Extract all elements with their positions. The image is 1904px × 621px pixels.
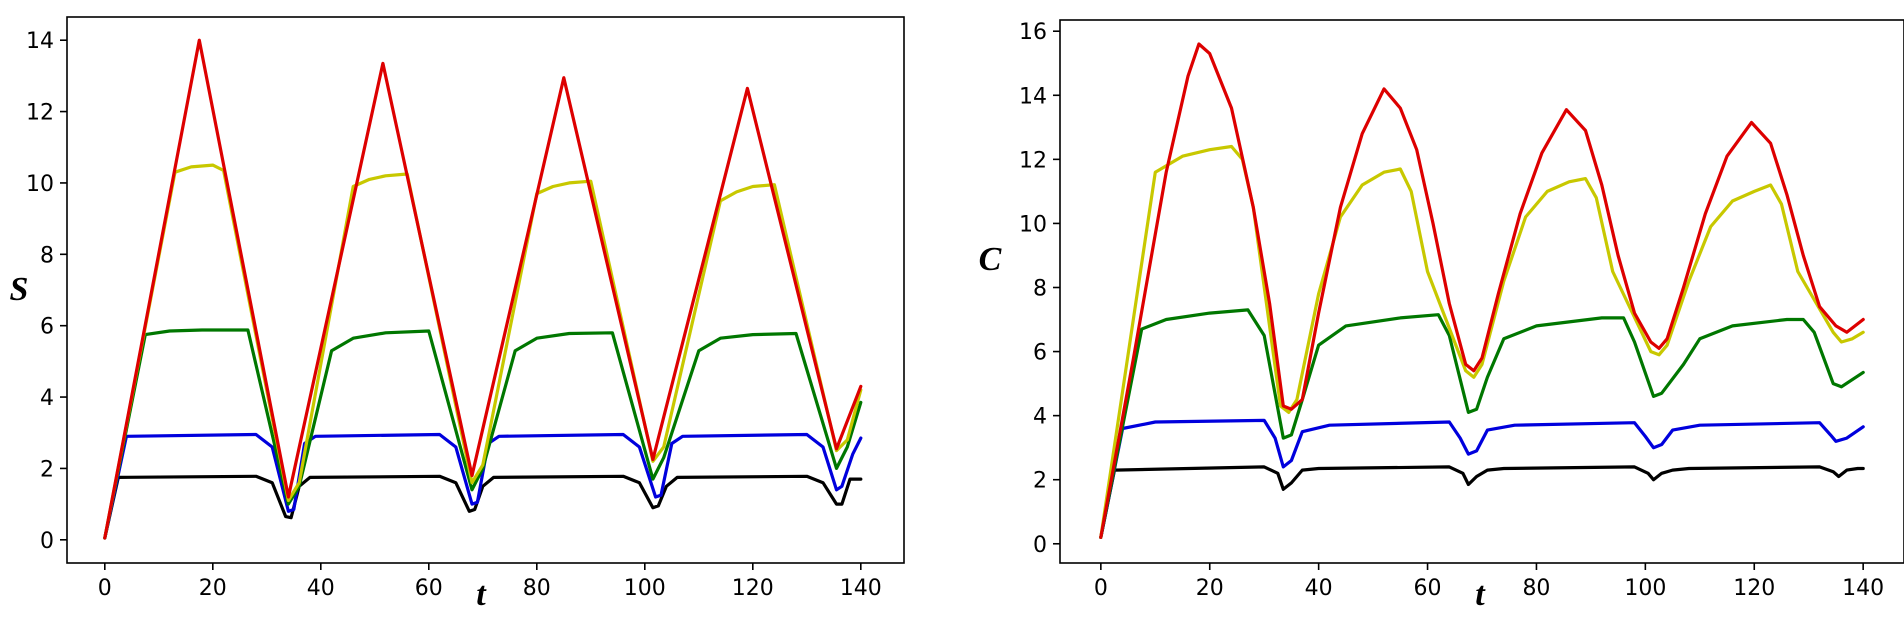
right-x-tick-label: 140 [1842, 576, 1884, 601]
left-y-tick-label: 14 [26, 29, 54, 54]
left-x-tick-label: 40 [307, 576, 335, 601]
right-plot-frame [1059, 19, 1904, 564]
right-series-lines [1099, 42, 1865, 540]
right-x-tick-label: 100 [1624, 576, 1666, 601]
left-x-tick-label: 20 [199, 576, 227, 601]
right-y-tick-label: 2 [1033, 469, 1047, 494]
left-y-tick-label: 10 [26, 172, 54, 197]
right-y-tick-label: 4 [1033, 405, 1047, 430]
left-series-black-line [103, 474, 863, 540]
left-panel-s-chart: 0 20 40 60 80 100 120 140 0 2 4 6 8 10 12 14 t S [10, 16, 905, 613]
right-panel-c-chart: 0 20 40 60 80 100 120 140 0 2 4 6 8 10 12 14 16 t C [979, 19, 1904, 613]
right-y-ticks: 0 2 4 6 8 10 12 14 16 [1019, 20, 1060, 558]
right-series-black-line [1099, 465, 1865, 540]
left-y-tick-label: 4 [40, 386, 54, 411]
right-y-tick-label: 0 [1033, 533, 1047, 558]
left-y-tick-label: 0 [40, 529, 54, 554]
left-plot-frame [66, 16, 905, 564]
right-y-tick-label: 8 [1033, 276, 1047, 301]
left-y-ticks: 0 2 4 6 8 10 12 14 [26, 29, 67, 554]
right-series-yellow-line [1099, 144, 1865, 540]
left-y-tick-label: 2 [40, 457, 54, 482]
left-y-tick-label: 6 [40, 315, 54, 340]
left-x-tick-label: 120 [732, 576, 774, 601]
right-y-axis-label: C [979, 241, 1002, 278]
right-y-tick-label: 12 [1019, 148, 1047, 173]
left-series-green-line [103, 328, 863, 540]
right-series-green-line [1099, 308, 1865, 540]
right-x-ticks: 0 20 40 60 80 100 120 140 [1094, 563, 1884, 601]
left-x-axis-label: t [476, 576, 487, 613]
right-y-tick-label: 10 [1019, 212, 1047, 237]
left-series-blue-line [103, 432, 863, 540]
right-series-blue-line [1099, 418, 1865, 540]
left-series-lines [103, 38, 863, 540]
right-x-axis-label: t [1475, 576, 1486, 613]
right-x-tick-label: 80 [1522, 576, 1550, 601]
right-y-tick-label: 16 [1019, 20, 1047, 45]
right-x-tick-label: 20 [1196, 576, 1224, 601]
left-x-tick-label: 140 [840, 576, 882, 601]
left-x-tick-label: 0 [98, 576, 112, 601]
right-x-tick-label: 60 [1414, 576, 1442, 601]
left-x-tick-label: 100 [624, 576, 666, 601]
left-x-tick-label: 60 [415, 576, 443, 601]
left-y-axis-label: S [10, 271, 29, 308]
left-series-red-line [103, 38, 863, 540]
left-y-tick-label: 12 [26, 101, 54, 126]
left-x-ticks: 0 20 40 60 80 100 120 140 [98, 563, 882, 601]
right-y-tick-label: 14 [1019, 84, 1047, 109]
right-y-tick-label: 6 [1033, 341, 1047, 366]
left-y-tick-label: 8 [40, 243, 54, 268]
right-x-tick-label: 0 [1094, 576, 1108, 601]
left-x-tick-label: 80 [523, 576, 551, 601]
right-series-red-line [1099, 42, 1865, 540]
right-x-tick-label: 120 [1733, 576, 1775, 601]
right-x-tick-label: 40 [1305, 576, 1333, 601]
